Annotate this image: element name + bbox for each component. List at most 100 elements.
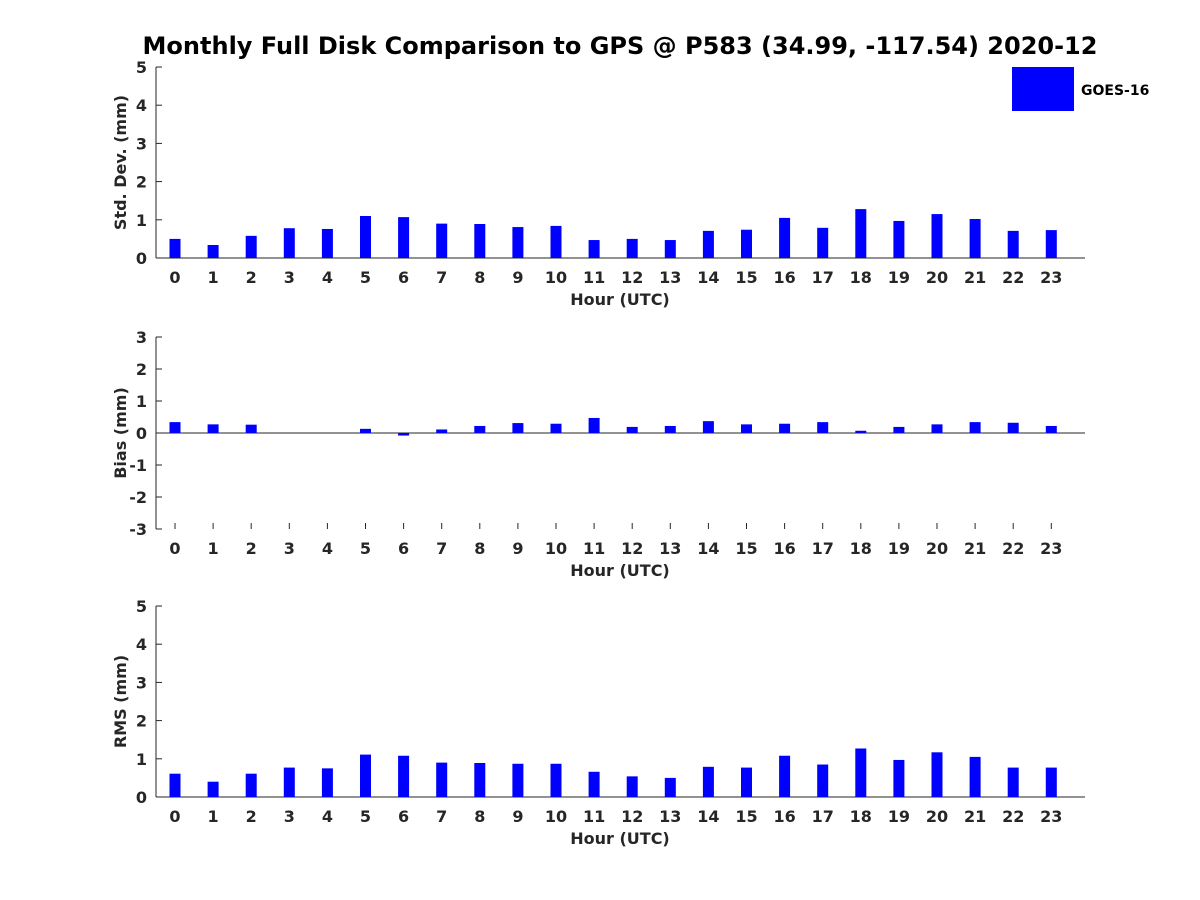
bar-hour-1 xyxy=(207,424,219,433)
y-tick-label: -1 xyxy=(129,456,147,475)
bar-hour-16 xyxy=(779,755,791,797)
legend-label: GOES-16 xyxy=(1081,83,1149,99)
bar-hour-0 xyxy=(169,422,181,433)
y-tick-label: -3 xyxy=(129,520,147,539)
x-tick-label: 14 xyxy=(697,807,719,826)
bar-hour-14 xyxy=(702,230,714,258)
bar-hour-3 xyxy=(283,767,295,797)
y-tick-label: 1 xyxy=(136,211,147,230)
bar-hour-9 xyxy=(512,227,524,258)
chart-title: Monthly Full Disk Comparison to GPS @ P5… xyxy=(143,32,1098,60)
y-tick-label: 0 xyxy=(136,788,147,807)
bar-hour-12 xyxy=(626,426,638,433)
bar-hour-18 xyxy=(855,430,867,433)
x-tick-label: 8 xyxy=(474,539,485,558)
bar-hour-6 xyxy=(398,755,410,797)
bar-hour-11 xyxy=(588,240,600,258)
x-tick-label: 20 xyxy=(926,268,948,287)
bar-hour-6 xyxy=(398,217,410,258)
x-tick-label: 11 xyxy=(583,807,605,826)
bar-hour-15 xyxy=(741,424,752,433)
x-tick-label: 21 xyxy=(964,807,986,826)
bar-hour-20 xyxy=(931,424,943,433)
x-tick-label: 7 xyxy=(436,268,447,287)
x-tick-label: 17 xyxy=(812,539,834,558)
bar-hour-22 xyxy=(1007,422,1019,433)
bar-hour-0 xyxy=(169,238,181,258)
bar-hour-2 xyxy=(245,773,257,797)
bar-hour-7 xyxy=(436,762,448,797)
bar-hour-2 xyxy=(245,235,257,258)
bar-hour-14 xyxy=(702,421,714,433)
x-tick-label: 17 xyxy=(812,807,834,826)
x-tick-label: 13 xyxy=(659,539,681,558)
y-tick-label: 1 xyxy=(136,392,147,411)
x-axis-label: Hour (UTC) xyxy=(570,561,670,580)
bar-hour-0 xyxy=(169,773,181,797)
bar-hour-2 xyxy=(245,424,257,433)
x-tick-label: 7 xyxy=(436,539,447,558)
x-tick-label: 16 xyxy=(773,807,795,826)
x-tick-label: 15 xyxy=(735,268,757,287)
x-tick-label: 10 xyxy=(545,268,567,287)
bar-hour-23 xyxy=(1045,425,1057,433)
x-tick-label: 15 xyxy=(735,807,757,826)
bar-hour-4 xyxy=(321,768,333,797)
x-tick-label: 7 xyxy=(436,807,447,826)
y-tick-label: 2 xyxy=(136,712,147,731)
bar-hour-19 xyxy=(893,759,905,797)
y-tick-label: 3 xyxy=(136,673,147,692)
y-tick-label: 5 xyxy=(136,597,147,616)
bar-hour-7 xyxy=(436,429,448,433)
x-tick-label: 1 xyxy=(208,807,219,826)
bar-hour-8 xyxy=(474,425,486,433)
bar-hour-21 xyxy=(969,422,981,433)
bar-hour-5 xyxy=(360,754,371,797)
bar-hour-21 xyxy=(969,756,981,797)
x-tick-label: 22 xyxy=(1002,539,1024,558)
bar-hour-10 xyxy=(550,423,562,433)
y-axis-label: RMS (mm) xyxy=(111,655,130,748)
x-tick-label: 13 xyxy=(659,268,681,287)
y-tick-label: 2 xyxy=(136,360,147,379)
bar-hour-7 xyxy=(436,223,448,258)
y-tick-label: 5 xyxy=(136,58,147,77)
bar-hour-3 xyxy=(283,228,295,258)
bar-hour-21 xyxy=(969,219,981,258)
bar-hour-17 xyxy=(817,422,829,433)
x-tick-label: 23 xyxy=(1040,539,1062,558)
x-tick-label: 20 xyxy=(926,539,948,558)
x-tick-label: 16 xyxy=(773,539,795,558)
y-tick-label: 4 xyxy=(136,635,147,654)
bar-hour-19 xyxy=(893,426,905,433)
bar-hour-11 xyxy=(588,417,600,433)
bar-hour-22 xyxy=(1007,767,1019,797)
x-tick-label: 8 xyxy=(474,807,485,826)
x-tick-label: 2 xyxy=(246,539,257,558)
bar-hour-9 xyxy=(512,423,524,433)
x-tick-label: 18 xyxy=(850,268,872,287)
y-axis-label: Bias (mm) xyxy=(111,387,130,479)
x-tick-label: 21 xyxy=(964,268,986,287)
bar-hour-15 xyxy=(741,767,752,797)
bar-hour-14 xyxy=(702,766,714,797)
y-tick-label: 2 xyxy=(136,173,147,192)
y-tick-label: 1 xyxy=(136,750,147,769)
bar-hour-19 xyxy=(893,220,905,258)
x-tick-label: 11 xyxy=(583,268,605,287)
legend-swatch xyxy=(1012,67,1074,111)
x-tick-label: 13 xyxy=(659,807,681,826)
x-tick-label: 18 xyxy=(850,807,872,826)
x-tick-label: 11 xyxy=(583,539,605,558)
y-axis-label: Std. Dev. (mm) xyxy=(111,95,130,230)
x-tick-label: 3 xyxy=(284,807,295,826)
x-tick-label: 0 xyxy=(169,268,180,287)
bar-hour-22 xyxy=(1007,230,1019,258)
x-tick-label: 9 xyxy=(512,807,523,826)
x-tick-label: 1 xyxy=(208,268,219,287)
bar-hour-9 xyxy=(512,763,524,797)
y-tick-label: 0 xyxy=(136,424,147,443)
x-tick-label: 9 xyxy=(512,539,523,558)
